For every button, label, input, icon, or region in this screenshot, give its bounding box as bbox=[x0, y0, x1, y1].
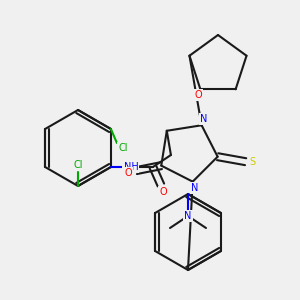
Text: O: O bbox=[159, 187, 167, 197]
Text: Cl: Cl bbox=[118, 143, 128, 153]
Text: N: N bbox=[184, 211, 192, 221]
Text: O: O bbox=[124, 168, 132, 178]
Text: NH: NH bbox=[124, 162, 138, 172]
Text: N: N bbox=[200, 114, 207, 124]
Text: S: S bbox=[250, 157, 256, 167]
Text: N: N bbox=[191, 183, 198, 193]
Text: Cl: Cl bbox=[73, 160, 83, 170]
Text: O: O bbox=[195, 90, 202, 100]
